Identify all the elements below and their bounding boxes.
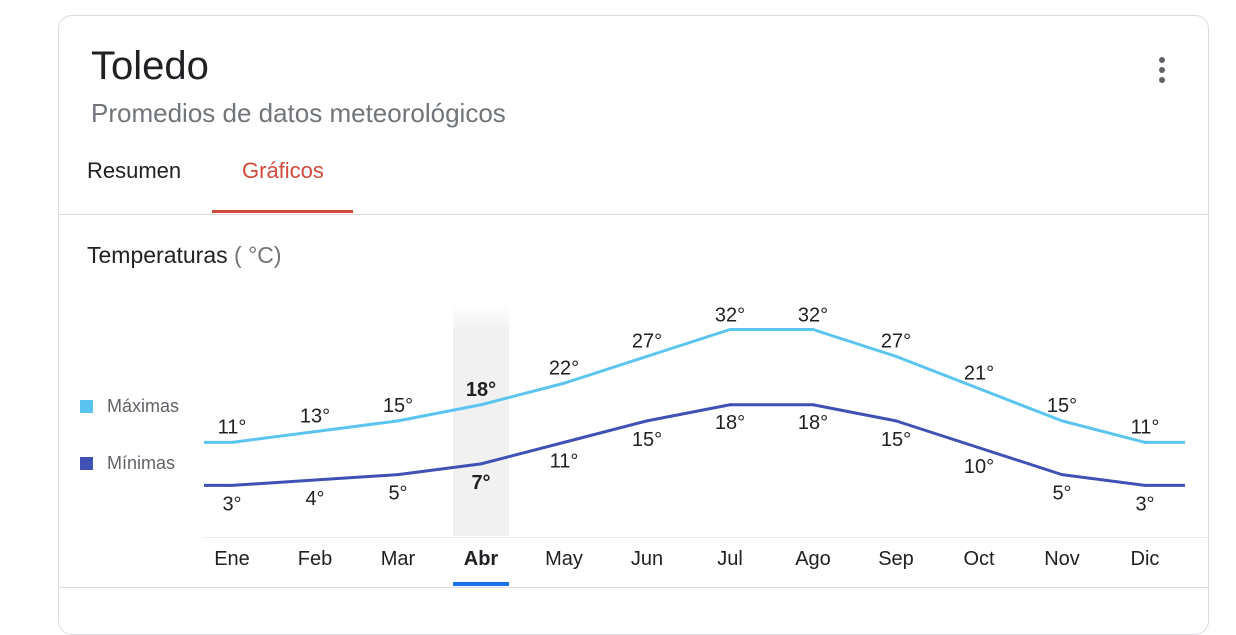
temperature-chart: 11° 13° 15° 18° 22° 27° 32° 32° 27° 21° 15° 11° 3° 4°… (80, 304, 1208, 588)
page-subtitle: Promedios de datos meteorológicos (91, 98, 506, 128)
data-label-maximas-oct: 21° (964, 363, 994, 385)
data-label-maximas-abr: 18° (466, 379, 496, 401)
series-line-minimas (204, 403, 1185, 487)
section-unit: ( °C) (234, 242, 282, 268)
month-column-may[interactable] (524, 306, 604, 588)
section-title: Temperaturas ( °C) (87, 242, 282, 269)
month-label-ene: Ene (214, 548, 250, 570)
point-minimas-dic (1143, 483, 1147, 487)
point-minimas-may (562, 440, 566, 444)
month-column-oct[interactable] (939, 306, 1019, 588)
point-maximas-jul (728, 328, 732, 331)
data-label-minimas-jul: 18° (715, 412, 745, 434)
legend-swatch-minimas (80, 457, 93, 470)
tab-graficos[interactable]: Gráficos (242, 158, 324, 183)
weather-card: Toledo Promedios de datos meteorológicos… (58, 15, 1209, 635)
more-options-button[interactable] (1147, 52, 1177, 88)
data-label-maximas-nov: 15° (1047, 395, 1077, 417)
data-label-minimas-sep: 15° (881, 429, 911, 451)
point-maximas-sep (894, 354, 898, 358)
series-line-maximas (204, 328, 1185, 444)
point-minimas-nov (1060, 473, 1064, 477)
month-column-dic[interactable] (1105, 306, 1185, 588)
point-maximas-may (562, 381, 566, 385)
data-label-maximas-feb: 13° (300, 406, 330, 428)
month-label-feb: Feb (298, 548, 332, 570)
point-maximas-nov (1060, 419, 1064, 423)
month-column-mar[interactable] (358, 306, 438, 588)
point-maximas-abr (479, 403, 483, 407)
month-label-nov: Nov (1044, 548, 1080, 570)
data-label-maximas-may: 22° (549, 357, 579, 379)
data-label-minimas-feb: 4° (305, 488, 324, 510)
tab-resumen[interactable]: Resumen (87, 158, 182, 183)
selected-month-highlight (453, 304, 509, 536)
month-label-ago: Ago (795, 548, 831, 570)
data-label-minimas-ago: 18° (798, 412, 828, 434)
month-column-ene[interactable] (192, 306, 272, 588)
tabs-divider (59, 214, 1208, 215)
data-label-minimas-ene: 3° (222, 493, 241, 515)
data-label-maximas-sep: 27° (881, 330, 911, 352)
page-title: Toledo (91, 44, 209, 88)
data-label-minimas-may: 11° (550, 450, 579, 472)
data-label-minimas-nov: 5° (1052, 483, 1071, 505)
section-title-text: Temperaturas (87, 242, 228, 268)
month-column-sep[interactable] (856, 306, 936, 588)
month-label-may: May (545, 548, 583, 570)
point-minimas-ago (811, 403, 815, 407)
point-maximas-oct (977, 387, 981, 391)
point-minimas-sep (894, 419, 898, 423)
month-column-abr[interactable] (441, 306, 521, 588)
point-minimas-abr (479, 462, 483, 466)
data-label-maximas-ago: 32° (798, 305, 828, 327)
month-column-ago[interactable] (773, 306, 853, 588)
legend-label-minimas: Mínimas (107, 453, 175, 473)
data-label-minimas-dic: 3° (1135, 493, 1154, 515)
point-minimas-oct (977, 446, 981, 450)
data-label-minimas-mar: 5° (388, 483, 407, 505)
month-column-jun[interactable] (607, 306, 687, 588)
month-label-dic: Dic (1131, 548, 1160, 570)
data-label-minimas-oct: 10° (964, 456, 994, 478)
month-column-feb[interactable] (275, 306, 355, 588)
data-label-maximas-mar: 15° (383, 395, 413, 417)
active-tab-indicator (212, 210, 353, 213)
month-label-jun: Jun (631, 548, 663, 570)
month-label-abr: Abr (464, 548, 499, 570)
point-minimas-jul (728, 403, 732, 407)
month-label-oct: Oct (963, 548, 995, 570)
point-minimas-feb (313, 478, 317, 482)
data-label-maximas-jul: 32° (715, 305, 745, 327)
data-label-maximas-ene: 11° (218, 416, 247, 438)
point-maximas-jun (645, 354, 649, 358)
point-maximas-dic (1143, 440, 1147, 444)
point-minimas-jun (645, 419, 649, 423)
data-label-minimas-jun: 15° (632, 429, 662, 451)
point-maximas-mar (396, 419, 400, 423)
point-maximas-feb (313, 430, 317, 434)
point-maximas-ene (230, 440, 234, 444)
point-minimas-ene (230, 483, 234, 487)
bottom-divider (59, 587, 1208, 588)
legend-label-maximas: Máximas (107, 396, 179, 416)
data-label-maximas-jun: 27° (632, 330, 662, 352)
month-label-sep: Sep (878, 548, 914, 570)
point-maximas-ago (811, 328, 815, 331)
data-label-maximas-dic: 11° (1131, 416, 1160, 438)
month-column-nov[interactable] (1022, 306, 1102, 588)
month-label-jul: Jul (717, 548, 743, 570)
selected-month-indicator (453, 582, 509, 586)
legend-swatch-maximas (80, 400, 93, 413)
month-label-mar: Mar (381, 548, 416, 570)
month-column-jul[interactable] (690, 306, 770, 588)
point-minimas-mar (396, 473, 400, 477)
data-label-minimas-abr: 7° (471, 472, 490, 494)
